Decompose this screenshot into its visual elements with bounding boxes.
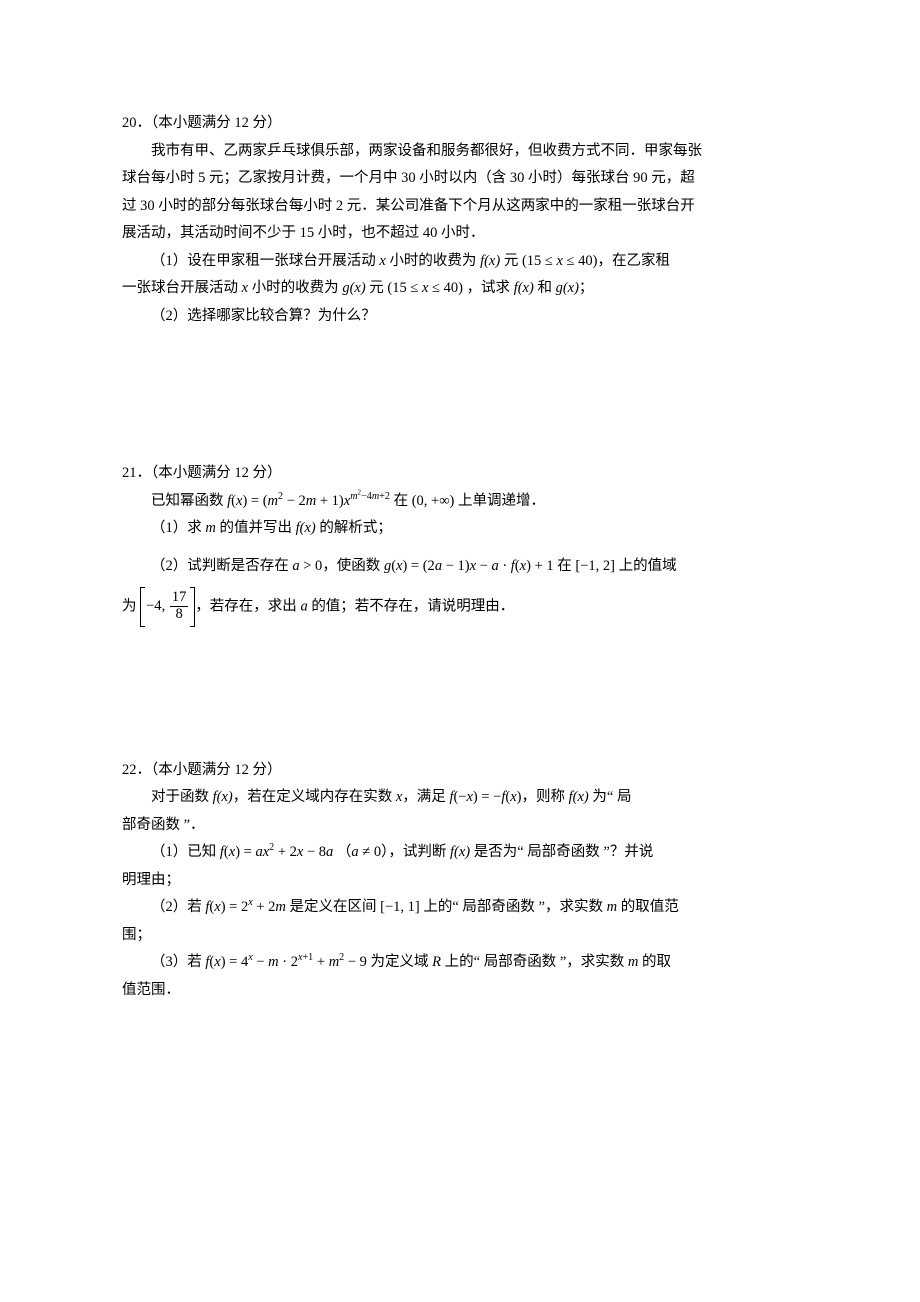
math-range: (15 ≤ x ≤ 40) xyxy=(522,253,598,269)
math-expr: f(x) xyxy=(514,280,534,296)
problem-header-text: ．（本小题满分 12 分） xyxy=(137,465,282,481)
problem-heading: 20．（本小题满分 12 分） xyxy=(122,110,800,138)
problem-subquestion: （2）选择哪家比较合算？为什么？ xyxy=(122,303,800,331)
math-cond: a ≠ 0 xyxy=(351,844,381,860)
problem-text-line: 已知幂函数 f(x) = (m2 − 2m + 1)xm2−4m+2 在 (0,… xyxy=(122,488,800,516)
math-expr: f(x) = (m2 − 2m + 1)xm2−4m+2 xyxy=(227,493,390,509)
problem-22: 22．（本小题满分 12 分） 对于函数 f(x)，若在定义域内存在实数 x，满… xyxy=(122,757,800,1005)
problem-text-line: 明理由； xyxy=(122,867,800,895)
math-expr: f(x) xyxy=(213,789,233,805)
math-expr: g(x) xyxy=(342,280,365,296)
problem-heading: 21．（本小题满分 12 分） xyxy=(122,460,800,488)
document-page: 20．（本小题满分 12 分） 我市有甲、乙两家乒乓球俱乐部，两家设备和服务都很… xyxy=(0,0,920,1104)
math-interval: [−1, 1] xyxy=(380,899,420,915)
math-expr: f(x) xyxy=(569,789,589,805)
problem-number: 22 xyxy=(122,762,137,778)
math-expr: f(x) xyxy=(450,844,470,860)
problem-text-line: 值范围． xyxy=(122,977,800,1005)
problem-subquestion: （2）若 f(x) = 2x + 2m 是定义在区间 [−1, 1] 上的“ 局… xyxy=(122,894,800,922)
problem-text-line: 部奇函数 ”． xyxy=(122,812,800,840)
problem-heading: 22．（本小题满分 12 分） xyxy=(122,757,800,785)
math-domain: (0, +∞) xyxy=(412,493,455,509)
problem-text-line: 对于函数 f(x)，若在定义域内存在实数 x，满足 f(−x) = −f(x)，… xyxy=(122,784,800,812)
math-var: a xyxy=(300,598,307,614)
math-expr: a > 0 xyxy=(292,558,322,574)
problem-text-line: 为 −4, 178，若存在，求出 a 的值；若不存在，请说明理由． xyxy=(122,587,800,627)
problem-text-line: 过 30 小时的部分每张球台每小时 2 元．某公司准备下个月从这两家中的一家租一… xyxy=(122,193,800,221)
problem-text-line: 球台每小时 5 元；乙家按月计费，一个月中 30 小时以内（含 30 小时）每张… xyxy=(122,165,800,193)
problem-subquestion: （1）已知 f(x) = ax2 + 2x − 8a （a ≠ 0），试判断 f… xyxy=(122,839,800,867)
problem-subquestion: （1）设在甲家租一张球台开展活动 x 小时的收费为 f(x) 元 (15 ≤ x… xyxy=(122,248,800,276)
math-expr: g(x) = (2a − 1)x − a · f(x) + 1 xyxy=(384,558,554,574)
math-var: m xyxy=(628,954,638,970)
math-expr: g(x) xyxy=(556,280,579,296)
problem-text-line: 一张球台开展活动 x 小时的收费为 g(x) 元 (15 ≤ x ≤ 40) ，… xyxy=(122,275,800,303)
math-expr: f(x) = 2x + 2m xyxy=(205,899,286,915)
math-expr: f(x) xyxy=(480,253,500,269)
math-set: R xyxy=(432,954,441,970)
problem-text-line: 展活动，其活动时间不少于 15 小时，也不超过 40 小时． xyxy=(122,220,800,248)
problem-header-text: ．（本小题满分 12 分） xyxy=(137,115,282,131)
problem-20: 20．（本小题满分 12 分） 我市有甲、乙两家乒乓球俱乐部，两家设备和服务都很… xyxy=(122,110,800,330)
problem-21: 21．（本小题满分 12 分） 已知幂函数 f(x) = (m2 − 2m + … xyxy=(122,460,800,626)
math-var: m xyxy=(607,899,617,915)
problem-subquestion: （3）若 f(x) = 4x − m · 2x+1 + m2 − 9 为定义域 … xyxy=(122,949,800,977)
math-interval: [−1, 2] xyxy=(575,558,615,574)
math-expr: f(x) xyxy=(296,520,316,536)
math-var: m xyxy=(205,520,215,536)
math-interval-big: −4, 178 xyxy=(140,587,195,627)
problem-number: 20 xyxy=(122,115,137,131)
problem-text-line: 围； xyxy=(122,922,800,950)
problem-subquestion: （1）求 m 的值并写出 f(x) 的解析式； xyxy=(122,515,800,543)
math-expr: f(x) = ax2 + 2x − 8a xyxy=(220,844,333,860)
problem-subquestion: （2）试判断是否存在 a > 0，使函数 g(x) = (2a − 1)x − … xyxy=(122,553,800,581)
problem-text-line: 我市有甲、乙两家乒乓球俱乐部，两家设备和服务都很好，但收费方式不同．甲家每张 xyxy=(122,138,800,166)
math-range: (15 ≤ x ≤ 40) xyxy=(387,280,463,296)
math-expr: f(−x) = −f(x) xyxy=(449,789,521,805)
problem-header-text: ．（本小题满分 12 分） xyxy=(137,762,282,778)
problem-number: 21 xyxy=(122,465,137,481)
math-fraction: 178 xyxy=(170,590,189,623)
math-expr: f(x) = 4x − m · 2x+1 + m2 − 9 xyxy=(205,954,367,970)
